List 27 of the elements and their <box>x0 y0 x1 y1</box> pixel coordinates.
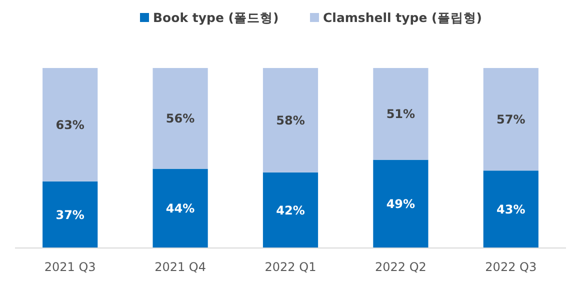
data-label: 56% <box>166 112 195 126</box>
bar <box>152 68 208 169</box>
x-tick-label: 2022 Q3 <box>485 260 537 274</box>
bar <box>262 68 318 172</box>
bar <box>152 168 208 248</box>
x-tick-label: 2021 Q4 <box>154 260 206 274</box>
data-label: 58% <box>276 113 305 128</box>
bar <box>42 68 98 182</box>
bar <box>42 181 98 248</box>
data-label: 51% <box>386 107 416 122</box>
data-label: 42% <box>276 203 305 218</box>
data-label: 63% <box>56 118 84 132</box>
bar <box>373 68 428 160</box>
data-label: 37% <box>56 208 84 222</box>
data-label: 44% <box>166 202 195 216</box>
bar <box>262 172 318 248</box>
bar <box>483 170 538 248</box>
bar <box>373 160 428 248</box>
x-tick-label: 2021 Q3 <box>44 260 96 274</box>
data-label: 43% <box>496 202 526 216</box>
x-tick-label: 2022 Q1 <box>264 260 316 274</box>
legend-label: Book type (폴드형) <box>153 10 279 25</box>
legend-label: Clamshell type (플립형) <box>323 10 482 25</box>
data-label: 57% <box>496 112 526 126</box>
bar <box>483 68 538 171</box>
x-tick-label: 2022 Q2 <box>374 260 426 274</box>
data-label: 49% <box>386 197 416 212</box>
